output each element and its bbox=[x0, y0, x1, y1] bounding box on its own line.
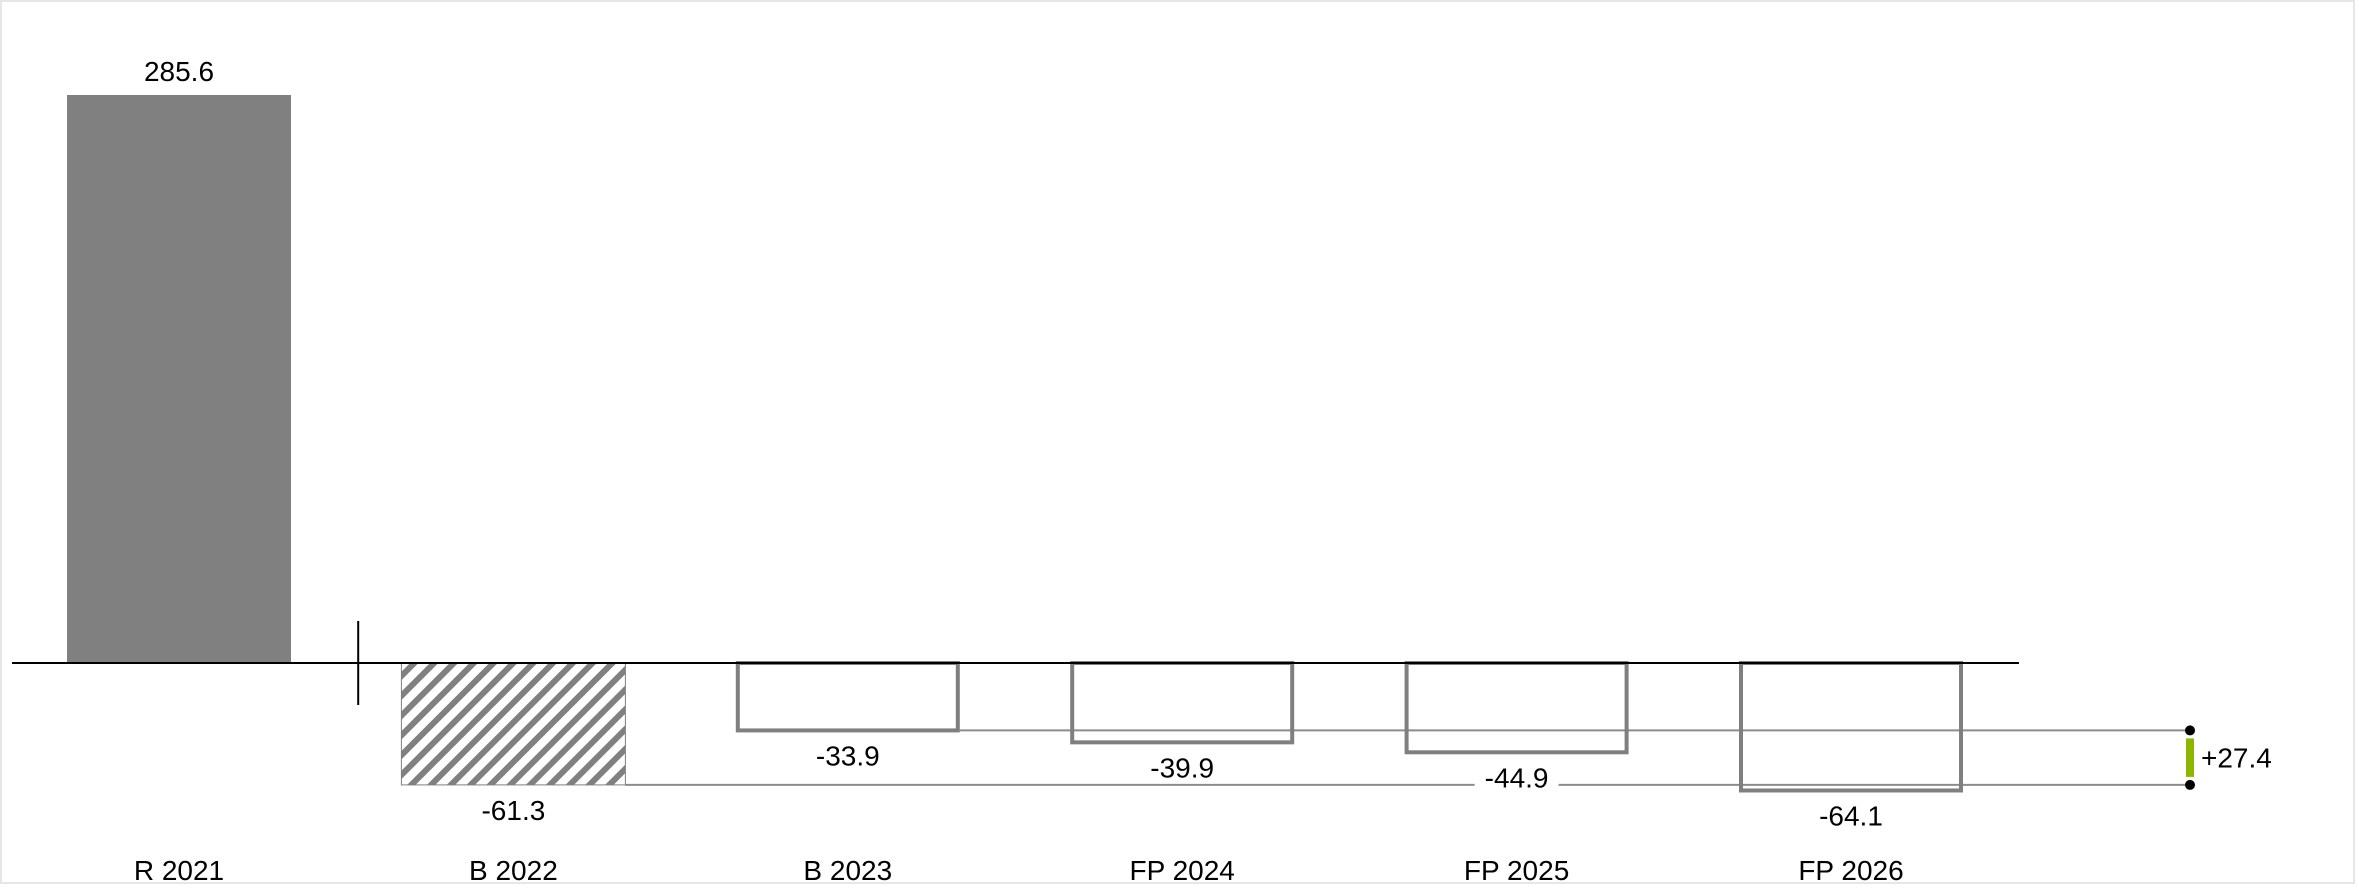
value-label-b-2023: -33.9 bbox=[816, 740, 880, 771]
category-label-b-2022: B 2022 bbox=[469, 855, 558, 886]
category-labels: R 2021 B 2022 B 2023 FP 2024 FP 2025 FP 2026 bbox=[134, 855, 1904, 886]
difference-label: +27.4 bbox=[2201, 743, 2272, 774]
value-label-fp-2025: -44.9 bbox=[1485, 762, 1549, 793]
value-labels: 285.6 -61.3 -33.9 -39.9 -44.9 -64.1 bbox=[144, 56, 1883, 831]
category-label-b-2023: B 2023 bbox=[803, 855, 892, 886]
bar-b-2022 bbox=[400, 662, 626, 786]
difference-bar bbox=[2186, 738, 2194, 777]
category-label-fp-2026: FP 2026 bbox=[1798, 855, 1903, 886]
value-label-fp-2024: -39.9 bbox=[1150, 752, 1214, 783]
category-label-r-2021: R 2021 bbox=[134, 855, 224, 886]
bar-b-2023 bbox=[735, 661, 960, 733]
difference-marker: +27.4 bbox=[2185, 725, 2272, 790]
category-label-fp-2024: FP 2024 bbox=[1130, 855, 1235, 886]
label-background bbox=[1140, 751, 1225, 784]
reference-lines bbox=[625, 729, 2185, 794]
bar-fp-2026 bbox=[1739, 661, 1963, 793]
value-label-b-2022: -61.3 bbox=[481, 795, 545, 826]
bar-fp-2025 bbox=[1404, 661, 1629, 755]
value-label-r-2021: 285.6 bbox=[144, 56, 214, 87]
difference-dot-bottom bbox=[2185, 779, 2195, 790]
bars bbox=[67, 95, 1963, 793]
bar-r-2021 bbox=[67, 95, 291, 663]
category-label-fp-2025: FP 2025 bbox=[1464, 855, 1569, 886]
value-label-fp-2026: -64.1 bbox=[1819, 800, 1883, 831]
label-background bbox=[1474, 761, 1559, 794]
difference-dot-top bbox=[2185, 725, 2195, 736]
